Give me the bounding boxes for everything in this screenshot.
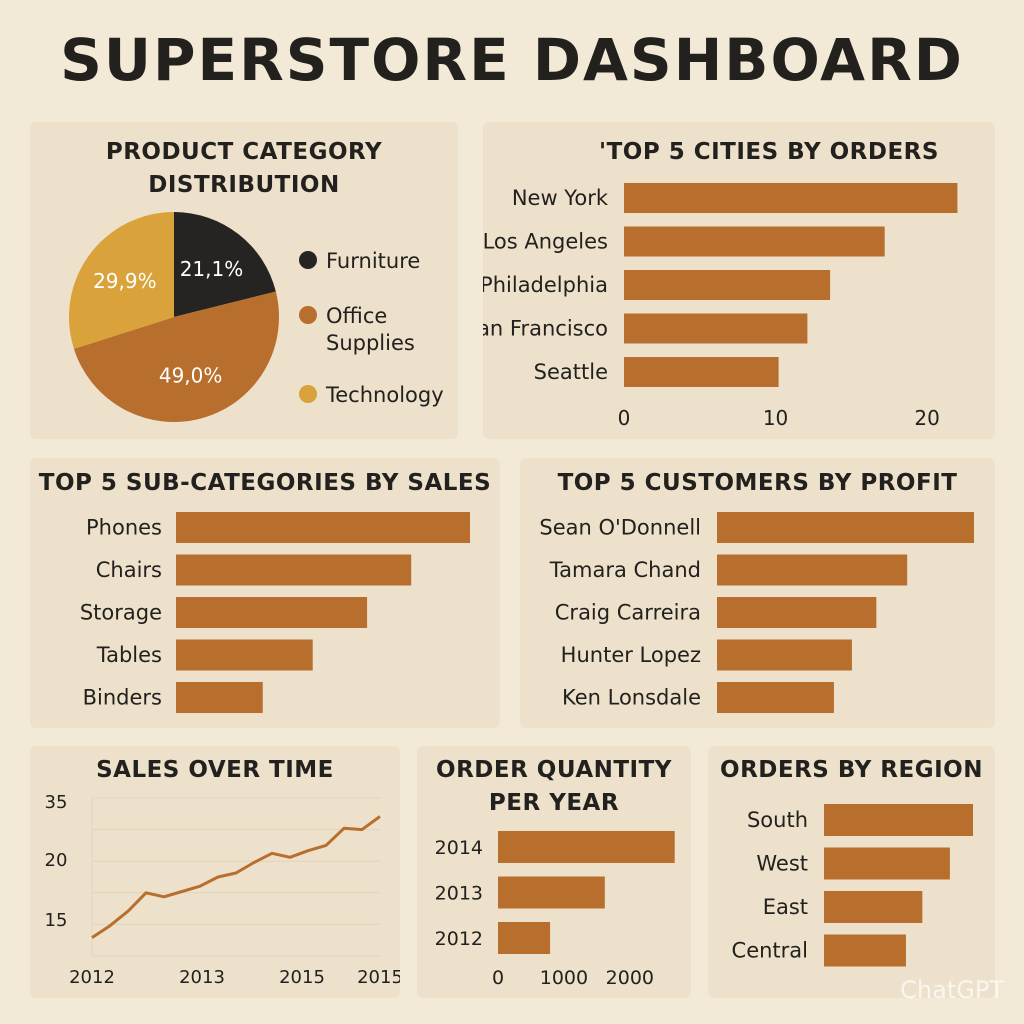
x-tick-label: 20 xyxy=(914,406,939,430)
category-label: Binders xyxy=(83,686,162,710)
top-subcategories-chart: Phones Chairs Storage Tables Binders xyxy=(80,512,470,713)
pie-slice xyxy=(69,212,174,349)
legend-swatch xyxy=(299,306,317,324)
legend-label: Technology xyxy=(325,383,444,407)
category-pie-title-line-2: DISTRIBUTION xyxy=(148,172,340,198)
category-label: Sean O'Donnell xyxy=(539,516,701,540)
top-customers-chart: Sean O'Donnell Tamara Chand Craig Carreira… xyxy=(539,512,974,713)
pie-slice xyxy=(73,291,280,423)
legend-label: Furniture xyxy=(326,249,420,273)
order-quantity-panel: ORDER QUANTITY PER YEAR 2014 2013 2012 0 100… xyxy=(417,746,691,998)
orders-by-region-panel: ORDERS BY REGION South West East Central xyxy=(708,746,995,998)
top-customers-panel: TOP 5 CUSTOMERS BY PROFIT Sean O'Donnell… xyxy=(520,458,995,728)
category-label: New York xyxy=(512,186,609,210)
x-tick-label: 2015 xyxy=(279,967,325,988)
bar xyxy=(824,891,923,923)
category-pie-title: PRODUCT CATEGORY DISTRIBUTION xyxy=(30,136,458,202)
category-label: West xyxy=(756,852,808,876)
category-label: Hunter Lopez xyxy=(561,643,701,667)
bar xyxy=(176,554,412,586)
bar xyxy=(498,876,605,909)
category-label: Phones xyxy=(86,516,162,540)
top-cities-title: 'TOP 5 CITIES BY ORDERS xyxy=(599,139,939,165)
bar xyxy=(624,313,808,344)
pie-slice xyxy=(174,212,276,317)
y-tick-label: 15 xyxy=(45,910,68,931)
bar xyxy=(824,934,906,967)
legend-label: Office xyxy=(326,304,387,328)
pie-slice-label: 21,1% xyxy=(180,257,244,281)
legend-swatch xyxy=(299,385,317,403)
pie-slice-label: 49,0% xyxy=(159,364,223,388)
x-tick-label: 2015 xyxy=(357,967,400,988)
category-label: Los Angeles xyxy=(483,230,608,254)
bar xyxy=(498,831,675,863)
bar xyxy=(498,922,551,954)
category-label: Seattle xyxy=(534,360,608,384)
watermark-text: ChatGPT xyxy=(900,976,1004,1004)
pie-slice-label: 29,9% xyxy=(93,269,157,293)
category-label: 2013 xyxy=(435,883,483,905)
category-pie-panel: PRODUCT CATEGORY DISTRIBUTION 21,1% 49,0%… xyxy=(30,122,458,439)
sales-over-time-panel: SALES OVER TIME 35 20 15 2012 2013 2015 2015 xyxy=(30,746,400,998)
bar xyxy=(624,226,885,257)
order-quantity-chart: 2014 2013 2012 0 1000 2000 xyxy=(435,831,675,989)
category-label: Chairs xyxy=(96,558,162,582)
legend-swatch xyxy=(299,251,317,269)
category-label: Central xyxy=(732,939,808,963)
bar xyxy=(176,682,263,713)
y-tick-label: 20 xyxy=(45,850,68,871)
x-tick-label: 1000 xyxy=(540,967,588,989)
bar xyxy=(717,512,974,543)
dashboard-title: SUPERSTORE DASHBOARD xyxy=(60,26,964,94)
x-tick-label: 10 xyxy=(763,406,788,430)
x-tick-label: 2012 xyxy=(69,967,115,988)
order-quantity-title-line-1: ORDER QUANTITY xyxy=(436,757,672,783)
category-label: Ken Lonsdale xyxy=(562,686,701,710)
sales-over-time-title: SALES OVER TIME xyxy=(96,757,334,783)
bar xyxy=(176,639,313,671)
category-label: 2014 xyxy=(435,837,483,859)
top-cities-chart: New York Los Angeles Philadelphia San Franc… xyxy=(483,183,958,430)
category-label: Philadelphia xyxy=(483,273,608,297)
top-customers-title: TOP 5 CUSTOMERS BY PROFIT xyxy=(557,470,958,496)
bar xyxy=(717,682,834,713)
category-label: Tables xyxy=(96,643,162,667)
bar xyxy=(824,847,950,880)
category-label: 2012 xyxy=(435,928,483,950)
y-tick-label: 35 xyxy=(45,792,68,813)
bar xyxy=(624,357,779,387)
category-label: South xyxy=(747,808,808,832)
bar xyxy=(624,183,958,213)
orders-by-region-title: ORDERS BY REGION xyxy=(720,757,983,783)
bar xyxy=(717,639,852,671)
category-label: East xyxy=(763,895,808,919)
top-cities-panel: 'TOP 5 CITIES BY ORDERS New York Los Ange… xyxy=(483,122,995,439)
sales-line xyxy=(91,815,381,939)
category-label: San Francisco xyxy=(483,317,608,341)
bar xyxy=(824,804,973,836)
category-label: Tamara Chand xyxy=(549,558,701,582)
x-tick-label: 0 xyxy=(618,406,631,430)
category-label: Craig Carreira xyxy=(555,601,701,625)
category-pie-title-line-1: PRODUCT CATEGORY xyxy=(105,139,383,165)
order-quantity-title: ORDER QUANTITY PER YEAR xyxy=(417,754,691,820)
x-tick-label: 2000 xyxy=(606,967,654,989)
category-label: Storage xyxy=(80,601,162,625)
category-pie-chart: 21,1% 49,0% 29,9% Furniture Office Supplies Te… xyxy=(69,212,444,423)
x-tick-label: 2013 xyxy=(179,967,225,988)
bar xyxy=(717,597,877,628)
legend-label: Supplies xyxy=(326,331,415,355)
bar xyxy=(176,597,368,628)
bar xyxy=(717,554,908,586)
bar xyxy=(624,270,831,300)
x-tick-label: 0 xyxy=(492,967,504,989)
top-subcategories-title: TOP 5 SUB-CATEGORIES BY SALES xyxy=(38,470,492,496)
orders-by-region-chart: South West East Central xyxy=(732,804,973,967)
top-subcategories-panel: TOP 5 SUB-CATEGORIES BY SALES Phones Chai… xyxy=(30,458,500,728)
bar xyxy=(176,512,470,543)
order-quantity-title-line-2: PER YEAR xyxy=(488,790,620,816)
